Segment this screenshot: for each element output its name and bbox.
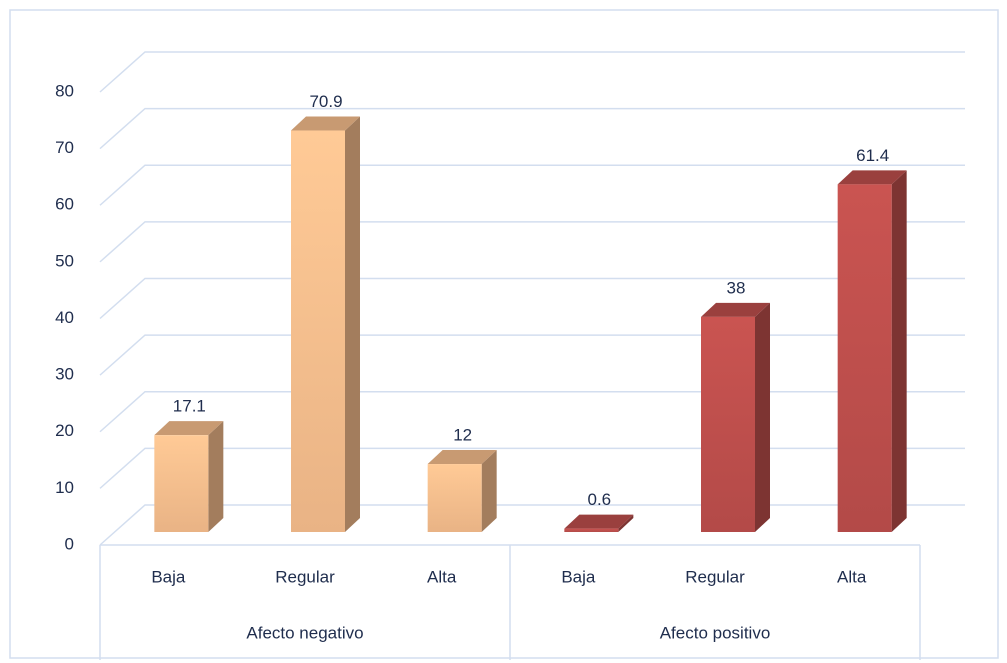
y-tick-label: 80 <box>55 81 74 100</box>
bar-top <box>701 302 770 317</box>
bar-side <box>755 302 770 532</box>
y-tick-label: 60 <box>55 195 74 214</box>
bar-top <box>564 514 634 529</box>
value-label: 61.4 <box>856 146 889 165</box>
value-label: 38 <box>727 278 746 297</box>
y-tick-label: 10 <box>55 478 74 497</box>
x-tick-label: Regular <box>685 567 745 586</box>
bar-side <box>208 421 224 532</box>
bar-side <box>345 116 360 532</box>
grid-line <box>99 164 965 206</box>
grid-line <box>99 391 965 433</box>
bar <box>564 528 619 532</box>
value-label: 70.9 <box>309 92 342 111</box>
bar-side <box>481 450 497 532</box>
y-tick-label: 50 <box>55 251 74 270</box>
value-label: 12 <box>453 426 472 445</box>
grid-line <box>99 334 965 376</box>
bar-top <box>837 170 907 185</box>
grid-line <box>99 107 965 150</box>
x-tick-label: Alta <box>837 567 867 586</box>
value-label: 17.1 <box>173 397 206 416</box>
group-label: Afecto negativo <box>246 623 363 642</box>
x-tick-label: Baja <box>561 567 596 586</box>
bar <box>701 316 755 532</box>
bar-top <box>427 450 497 465</box>
group-label: Afecto positivo <box>660 623 771 642</box>
bar-top <box>154 421 224 436</box>
bar <box>154 435 209 532</box>
grid-line <box>99 221 965 263</box>
grid-line <box>99 277 965 320</box>
x-tick-label: Alta <box>427 567 457 586</box>
x-tick-label: Regular <box>275 567 335 586</box>
bar <box>427 464 482 532</box>
y-tick-label: 70 <box>55 138 74 157</box>
bar-side <box>618 514 634 532</box>
bar-side <box>891 170 907 532</box>
bar-top <box>291 116 360 131</box>
bar <box>291 130 345 532</box>
chart-border <box>9 9 999 659</box>
y-tick-label: 0 <box>65 534 74 553</box>
grid-line <box>99 51 965 93</box>
grid-line <box>99 447 965 489</box>
y-tick-label: 40 <box>55 308 74 327</box>
value-label: 0.6 <box>588 490 612 509</box>
bar <box>837 184 892 532</box>
x-tick-label: Baja <box>151 567 186 586</box>
grid-line <box>99 504 965 546</box>
y-tick-label: 30 <box>55 365 74 384</box>
y-tick-label: 20 <box>55 421 74 440</box>
